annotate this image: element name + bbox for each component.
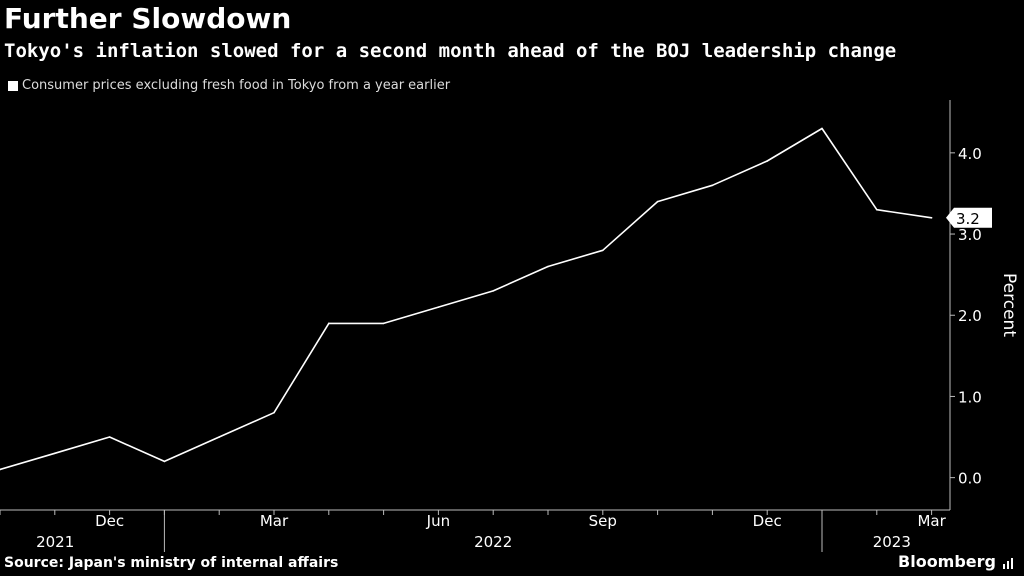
- y-tick-label: 0.0: [958, 470, 982, 488]
- brand-logo-text: Bloomberg: [898, 552, 996, 571]
- data-point: [602, 249, 604, 252]
- data-point: [163, 460, 166, 463]
- data-point: [711, 184, 714, 187]
- y-tick-label: 1.0: [958, 388, 982, 406]
- end-value-label: 3.2: [956, 210, 980, 228]
- chart-title: Further Slowdown: [4, 2, 292, 35]
- x-tick-label: Sep: [589, 512, 617, 530]
- x-tick-label: Dec: [95, 512, 124, 530]
- data-point: [273, 411, 275, 414]
- x-tick-label: Mar: [917, 512, 946, 530]
- data-point: [54, 452, 56, 455]
- data-point: [108, 436, 111, 438]
- source-note: Source: Japan's ministry of internal aff…: [4, 555, 339, 571]
- y-axis-title: Percent: [999, 273, 1019, 337]
- data-point: [547, 265, 549, 268]
- y-tick-label: 3.0: [958, 226, 982, 244]
- year-label: 2021: [36, 533, 74, 551]
- end-value-badge: [946, 207, 992, 228]
- data-point: [492, 290, 495, 292]
- data-point: [766, 160, 768, 162]
- data-point: [656, 200, 659, 203]
- x-tick-label: Mar: [260, 512, 289, 530]
- year-label: 2023: [873, 533, 911, 551]
- chart-subtitle: Tokyo's inflation slowed for a second mo…: [4, 40, 897, 62]
- y-tick-label: 4.0: [958, 145, 982, 163]
- data-point: [218, 436, 220, 438]
- data-point: [437, 306, 440, 308]
- x-tick-label: Dec: [753, 512, 782, 530]
- data-point: [876, 208, 878, 211]
- data-point: [0, 468, 1, 471]
- data-point: [930, 217, 933, 219]
- legend-label: Consumer prices excluding fresh food in …: [22, 78, 451, 93]
- legend: Consumer prices excluding fresh food in …: [8, 78, 450, 93]
- x-tick-label: Jun: [426, 512, 450, 530]
- legend-swatch: [8, 80, 18, 91]
- y-tick-label: 2.0: [958, 307, 982, 325]
- year-label: 2022: [474, 533, 512, 551]
- data-point: [382, 322, 385, 325]
- data-point: [328, 322, 330, 325]
- bloomberg-bars-icon: [1003, 558, 1013, 569]
- series-line: [0, 127, 932, 471]
- data-point: [821, 127, 823, 130]
